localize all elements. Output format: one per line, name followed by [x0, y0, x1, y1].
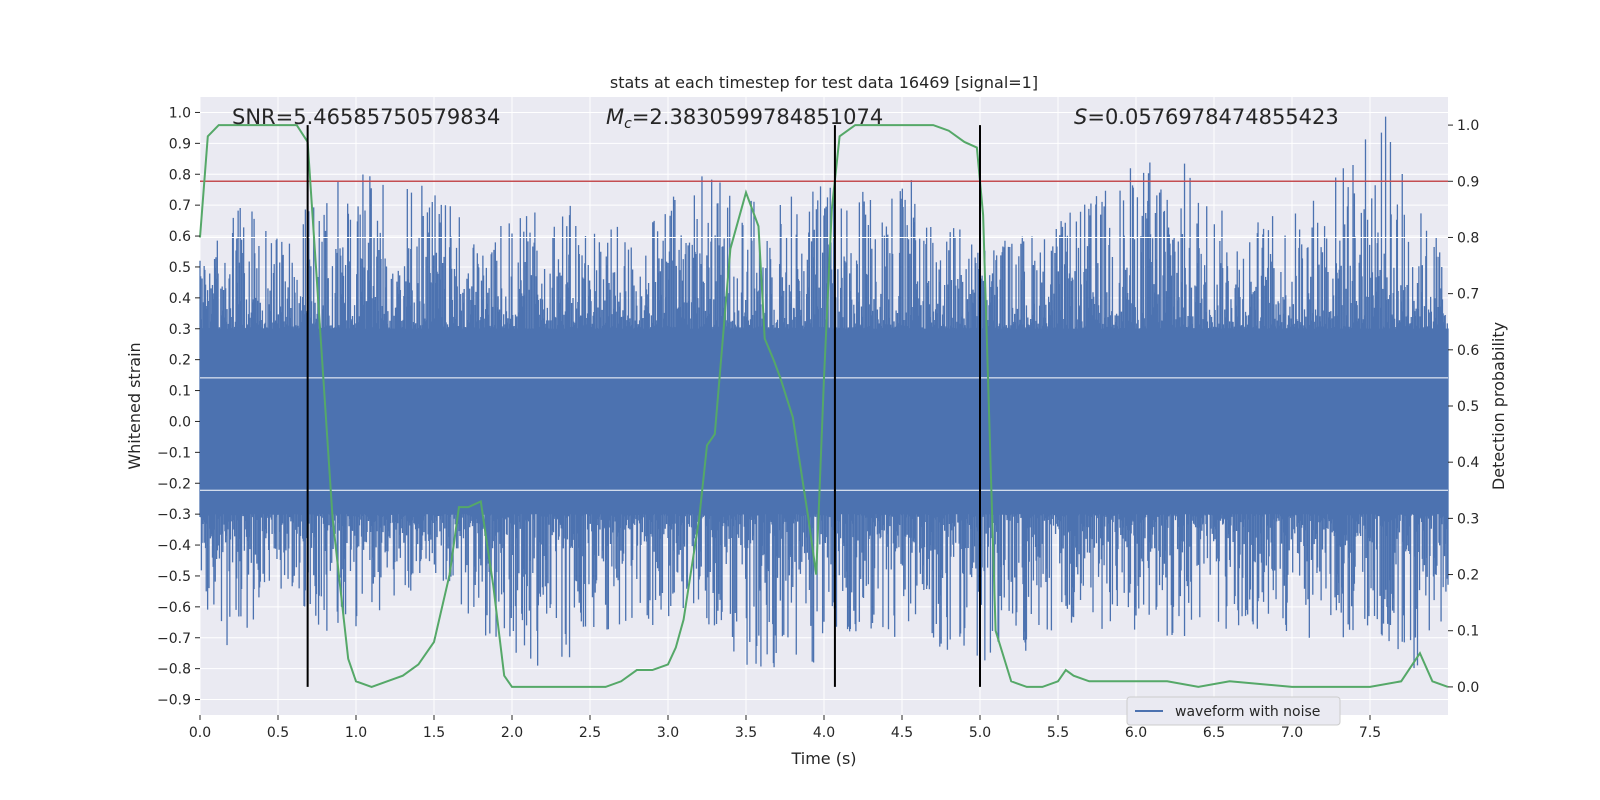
s-annotation: S=0.0576978474855423: [1074, 105, 1339, 129]
x-tick-label: 7.5: [1359, 725, 1381, 741]
legend: waveform with noise: [1126, 696, 1341, 726]
y-tick-label: −0.4: [157, 538, 191, 554]
y-tick-label: 0.2: [169, 353, 191, 369]
probability-line: [199, 124, 1449, 688]
y2-tick-label: 0.2: [1457, 568, 1479, 584]
y2-tick-label: 0.4: [1457, 455, 1479, 471]
y-tick-label: 0.6: [169, 229, 191, 245]
legend-box: [1126, 696, 1341, 726]
y2-axis-label: Detection probability: [1489, 322, 1508, 490]
legend-label: waveform with noise: [1175, 704, 1320, 720]
y-tick-label: −0.5: [157, 569, 191, 585]
probability-series: [199, 124, 1449, 688]
y-tick-label: 0.4: [169, 291, 191, 307]
x-tick-label: 7.0: [1281, 725, 1303, 741]
x-tick-label: 1.5: [423, 725, 445, 741]
x-tick-label: 2.5: [579, 725, 601, 741]
y-tick-label: −0.3: [157, 507, 191, 523]
x-tick-label: 6.5: [1203, 725, 1225, 741]
y-tick-label: −0.9: [157, 693, 191, 709]
y2-tick-label: 1.0: [1457, 118, 1479, 134]
y-tick-label: −0.2: [157, 476, 191, 492]
y2-tick-label: 0.3: [1457, 511, 1479, 527]
x-tick-label: 1.0: [345, 725, 367, 741]
y2-tick-label: 0.0: [1457, 680, 1479, 696]
y2-tick-label: 0.6: [1457, 343, 1479, 359]
x-tick-label: 5.5: [1047, 725, 1069, 741]
y-axis-label: Whitened strain: [125, 342, 144, 469]
x-tick-label: 5.0: [969, 725, 991, 741]
y-tick-label: −0.6: [157, 600, 191, 616]
snr-annotation: SNR=5.46585750579834: [232, 105, 500, 129]
y2-tick-label: 0.8: [1457, 230, 1479, 246]
y-tick-label: 0.3: [169, 322, 191, 338]
x-tick-label: 0.0: [189, 725, 211, 741]
waveform-trace: [199, 116, 1449, 669]
y-tick-label: 0.1: [169, 384, 191, 400]
x-tick-label: 3.5: [735, 725, 757, 741]
y2-tick-label: 0.9: [1457, 174, 1479, 190]
x-tick-label: 4.5: [891, 725, 913, 741]
x-tick-label: 6.0: [1125, 725, 1147, 741]
y-tick-label: −0.1: [157, 445, 191, 461]
mc-value: =2.3830599784851074: [632, 105, 883, 129]
y-tick-label: −0.7: [157, 631, 191, 647]
x-ticks: 0.0 0.5 1.0 1.5 2.0 2.5 3.0 3.5 4.0 4.5 5.0 5.5 6.0 6…: [189, 715, 1381, 741]
x-axis-label: Time (s): [790, 749, 856, 768]
y-tick-label: −0.8: [157, 662, 191, 678]
y2-ticks: 1.0 0.9 0.8 0.7 0.6 0.5 0.4 0.3 0.2 0.1 0.0: [1448, 118, 1479, 696]
y-tick-label: 0.9: [169, 136, 191, 152]
y-tick-label: 0.0: [169, 414, 191, 430]
x-tick-label: 2.0: [501, 725, 523, 741]
y-tick-label: 1.0: [169, 105, 191, 121]
y2-tick-label: 0.7: [1457, 287, 1479, 303]
y-ticks: 1.0 0.9 0.8 0.7 0.6 0.5 0.4 0.3 0.2 0.1 0.0 −0.1 −0.…: [157, 105, 200, 709]
s-symbol: S: [1074, 105, 1087, 129]
y-tick-label: 0.8: [169, 167, 191, 183]
y2-tick-label: 0.5: [1457, 399, 1479, 415]
mc-annotation: Mc=2.3830599784851074: [606, 105, 883, 132]
x-tick-label: 0.5: [267, 725, 289, 741]
y-tick-label: 0.5: [169, 260, 191, 276]
x-tick-label: 3.0: [657, 725, 679, 741]
y-tick-label: 0.7: [169, 198, 191, 214]
y2-tick-label: 0.1: [1457, 624, 1479, 640]
vertical-markers: [306, 125, 981, 687]
mc-subscript: c: [624, 116, 632, 132]
x-tick-label: 4.0: [813, 725, 835, 741]
chart-title: stats at each timestep for test data 164…: [610, 73, 1038, 92]
s-value: =0.0576978474855423: [1087, 105, 1338, 129]
mc-symbol: M: [606, 105, 624, 129]
